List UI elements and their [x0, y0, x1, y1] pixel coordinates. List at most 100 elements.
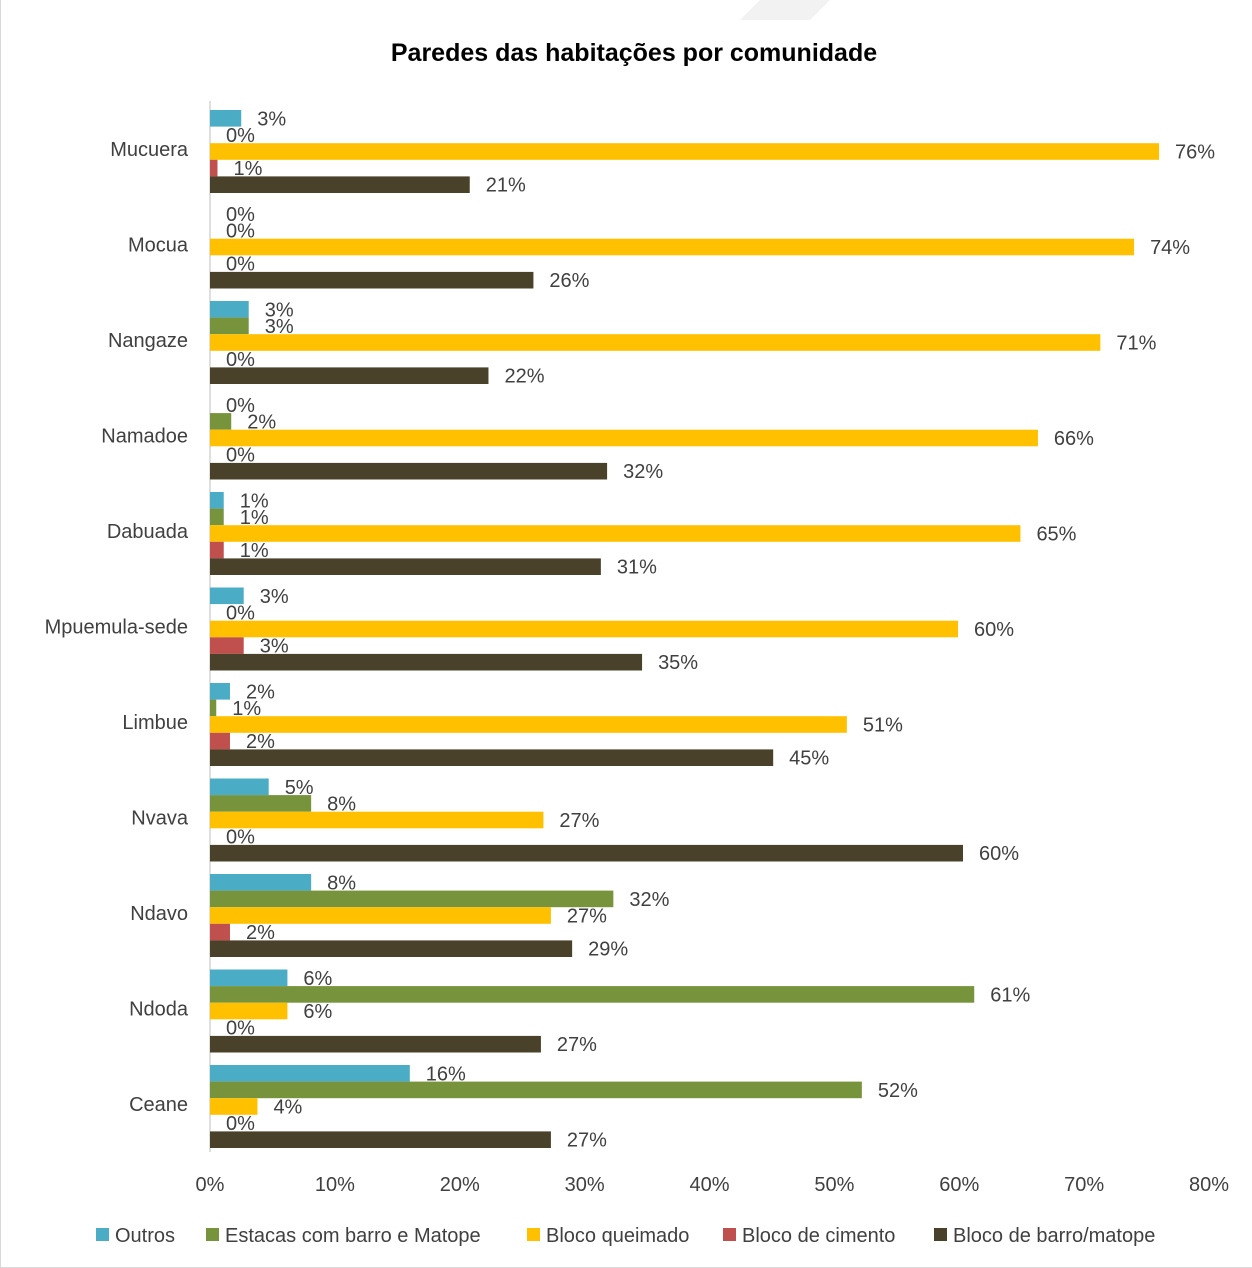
data-label: 35% — [658, 652, 698, 674]
bar — [210, 558, 601, 575]
data-label: 2% — [247, 411, 276, 433]
data-label: 74% — [1150, 237, 1190, 259]
data-label: 0% — [226, 395, 255, 417]
data-label: 76% — [1175, 142, 1215, 164]
bar — [210, 811, 544, 829]
data-label: 0% — [226, 349, 255, 371]
data-label: 0% — [226, 445, 255, 467]
bar — [210, 317, 249, 335]
x-tick-label: 60% — [939, 1174, 979, 1196]
bar — [210, 795, 312, 812]
legend-label: Bloco queimado — [546, 1225, 689, 1247]
legend-swatch — [934, 1228, 947, 1241]
bar — [210, 844, 963, 862]
x-tick-label: 40% — [689, 1174, 729, 1196]
bar — [210, 541, 224, 559]
bar — [210, 907, 551, 924]
bar — [210, 1098, 258, 1115]
bar — [210, 413, 232, 430]
bar — [210, 653, 643, 671]
bar — [210, 778, 269, 796]
data-label: 0% — [226, 254, 255, 276]
bar — [210, 683, 230, 700]
category-label: Nangaze — [108, 330, 188, 352]
category-label: Limbue — [122, 712, 188, 734]
data-label: 27% — [567, 1130, 607, 1152]
data-label: 66% — [1054, 428, 1094, 450]
data-label: 32% — [629, 889, 669, 911]
category-label: Ndavo — [130, 903, 188, 925]
legend-label: Outros — [115, 1225, 175, 1247]
data-label: 21% — [486, 175, 526, 197]
data-label: 60% — [979, 843, 1019, 865]
data-label: 8% — [327, 793, 356, 815]
legend-swatch — [527, 1228, 540, 1241]
bar — [210, 334, 1101, 351]
x-tick-label: 10% — [315, 1174, 355, 1196]
bar — [210, 986, 975, 1003]
data-label: 52% — [878, 1080, 918, 1102]
data-label: 0% — [226, 125, 255, 147]
x-tick-label: 70% — [1064, 1174, 1104, 1196]
bar — [210, 716, 847, 733]
bar — [210, 637, 244, 654]
data-label: 27% — [557, 1034, 597, 1056]
legend-label: Bloco de cimento — [742, 1225, 895, 1247]
bar — [210, 940, 573, 957]
data-label: 1% — [240, 490, 269, 512]
data-label: 65% — [1036, 524, 1076, 546]
data-label: 16% — [426, 1063, 466, 1085]
data-label: 5% — [285, 777, 314, 799]
plot-area: Mucuera3%0%76%1%21%Mocua0%0%74%0%26%Nang… — [45, 101, 1229, 1196]
bar — [210, 749, 774, 766]
bar — [210, 525, 1021, 542]
category-label: Mocua — [128, 234, 189, 256]
legend-label: Bloco de barro/matope — [953, 1225, 1155, 1247]
data-label: 8% — [327, 872, 356, 894]
bar — [210, 1081, 862, 1099]
legend-swatch — [96, 1228, 109, 1241]
data-label: 61% — [990, 984, 1030, 1006]
data-label: 26% — [549, 270, 589, 292]
category-label: Namadoe — [101, 425, 188, 447]
legend: Outros Estacas com barro e Matope Bloco qu… — [96, 1225, 1155, 1247]
bar — [210, 176, 470, 193]
bar — [210, 143, 1160, 160]
data-label: 29% — [588, 939, 628, 961]
data-label: 4% — [273, 1097, 302, 1119]
data-label: 1% — [240, 540, 269, 562]
data-label: 6% — [303, 968, 332, 990]
data-label: 22% — [504, 366, 544, 388]
data-label: 3% — [260, 586, 289, 608]
chart-title: Paredes das habitações por comunidade — [391, 39, 877, 67]
data-label: 2% — [246, 731, 275, 753]
x-tick-label: 30% — [565, 1174, 605, 1196]
bar — [210, 367, 489, 384]
legend-swatch — [206, 1228, 219, 1241]
data-label: 1% — [233, 158, 262, 180]
bar — [210, 732, 230, 750]
bar — [210, 1035, 541, 1053]
data-label: 31% — [617, 557, 657, 579]
data-label: 51% — [863, 715, 903, 737]
data-label: 6% — [303, 1001, 332, 1023]
bar — [210, 1065, 410, 1082]
category-label: Ndoda — [129, 998, 189, 1020]
corner-decoration — [740, 0, 830, 20]
data-label: 0% — [226, 1113, 255, 1135]
data-label: 3% — [257, 108, 286, 130]
bar — [210, 587, 244, 605]
data-label: 0% — [226, 827, 255, 849]
bar — [210, 969, 288, 987]
data-label: 45% — [789, 748, 829, 770]
data-label: 27% — [567, 906, 607, 928]
bar — [210, 923, 230, 941]
data-label: 0% — [226, 1018, 255, 1040]
bar — [210, 508, 224, 526]
bar — [210, 238, 1135, 256]
x-tick-label: 80% — [1189, 1174, 1229, 1196]
data-label: 0% — [226, 220, 255, 242]
data-label: 1% — [232, 698, 261, 720]
bar — [210, 1002, 288, 1020]
data-label: 2% — [246, 922, 275, 944]
